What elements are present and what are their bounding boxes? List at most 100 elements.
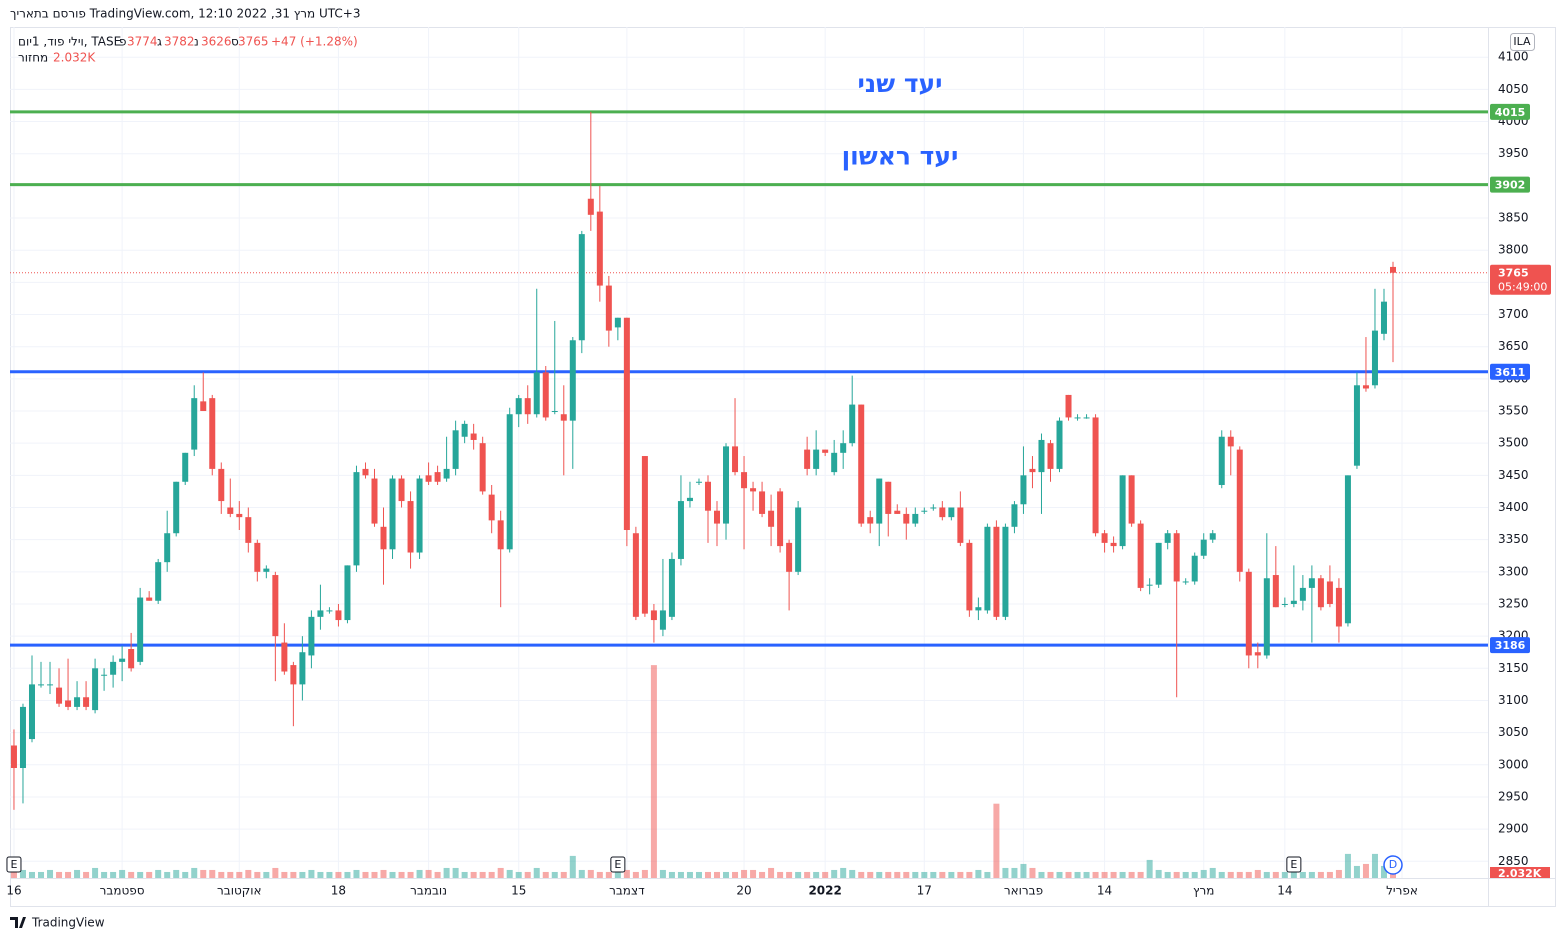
- volume-bar: [407, 871, 414, 878]
- candle-body: [389, 478, 396, 550]
- candle-body: [1290, 600, 1297, 604]
- y-tick-label: 3300: [1498, 564, 1529, 578]
- volume-bar: [704, 871, 711, 878]
- candle-body: [38, 684, 45, 686]
- candles: [10, 111, 1396, 810]
- volume-bar: [1218, 871, 1225, 878]
- candle-body: [542, 372, 549, 418]
- volume-bar: [119, 869, 126, 878]
- volume-bar: [596, 871, 603, 878]
- level-tag: [1490, 363, 1530, 380]
- candle-body: [524, 398, 531, 415]
- volume-bar: [732, 871, 739, 878]
- candle-body: [1236, 449, 1243, 572]
- y-tick-label: 4050: [1498, 82, 1529, 96]
- candle-body: [19, 706, 26, 769]
- legend: וילי פוד, 1יום, TASE פ 3774 ג 3782 נ 362…: [18, 35, 358, 65]
- volume-bar: [858, 871, 865, 878]
- volume-bar: [227, 871, 234, 878]
- x-tick-label: נובמבר: [410, 884, 447, 898]
- volume-bar: [92, 867, 99, 878]
- candle-body: [831, 452, 838, 473]
- levels: יעד שני יעד ראשון: [10, 69, 1488, 647]
- candle-body: [587, 198, 594, 215]
- candle-body: [137, 597, 144, 662]
- candle-body: [344, 565, 351, 621]
- candle-body: [1074, 417, 1081, 419]
- candle-body: [849, 404, 856, 444]
- volume-bar: [146, 871, 153, 878]
- candle-body: [146, 597, 153, 601]
- candle-body: [362, 468, 369, 476]
- volume-bar: [182, 871, 189, 878]
- candle-body: [650, 610, 657, 621]
- level-tag: [1490, 103, 1530, 120]
- ohlc-value: 3782: [164, 35, 195, 49]
- x-tick-label: דצמבר: [609, 884, 645, 898]
- candle-body: [723, 446, 730, 524]
- candle-body: [416, 478, 423, 553]
- volume-bar: [101, 871, 108, 878]
- candle-body: [750, 488, 757, 492]
- candle-body: [281, 642, 288, 672]
- candle-body: [461, 423, 468, 437]
- volume-bar: [1371, 853, 1378, 878]
- volume-bar: [813, 871, 820, 878]
- candle-body: [1137, 523, 1144, 588]
- x-tick-label: 16: [6, 884, 21, 898]
- y-tick-label: 2900: [1498, 822, 1529, 836]
- candle-body: [1245, 571, 1252, 656]
- volume-bar: [1047, 871, 1054, 878]
- candle-body: [236, 513, 243, 518]
- volume-value: 2.032K: [53, 51, 96, 65]
- x-tick-label: 15: [511, 884, 526, 898]
- volume-bar: [389, 871, 396, 878]
- event-label: E: [614, 858, 621, 871]
- candle-body: [840, 443, 847, 453]
- candle-body: [1326, 581, 1333, 604]
- volume-pane: [10, 665, 1396, 878]
- volume-bar: [831, 869, 838, 878]
- candle-body: [263, 568, 270, 572]
- candle-body: [407, 501, 414, 553]
- y-tick-label: 4100: [1498, 50, 1529, 64]
- volume-bar: [1101, 871, 1108, 878]
- candle-body: [164, 533, 171, 563]
- volume-bar: [759, 871, 766, 878]
- candle-body: [1254, 652, 1261, 656]
- volume-bar: [209, 869, 216, 878]
- candle-body: [200, 401, 207, 412]
- volume-bar: [560, 871, 567, 878]
- candle-body: [1047, 443, 1054, 469]
- volume-bar: [876, 871, 883, 878]
- candle-body: [813, 449, 820, 469]
- volume-bar: [632, 871, 639, 878]
- volume-bar: [1263, 871, 1270, 878]
- candle-body: [83, 697, 90, 707]
- volume-bar: [1065, 871, 1072, 878]
- candle-body: [308, 616, 315, 656]
- candle-body: [668, 558, 675, 617]
- volume-bar: [191, 867, 198, 878]
- volume-bar: [425, 869, 432, 878]
- candle-body: [1299, 587, 1306, 601]
- candle-body: [1011, 504, 1018, 527]
- volume-bar: [1326, 871, 1333, 878]
- volume-bar: [894, 871, 901, 878]
- candle-body: [614, 317, 621, 328]
- change: +47 (+1.28%): [271, 35, 358, 49]
- candle-body: [245, 517, 252, 543]
- candle-body: [1092, 417, 1099, 534]
- volume-bar: [587, 869, 594, 878]
- x-tick-label: אוקטובר: [217, 884, 262, 898]
- ohlc-label: ס: [231, 35, 239, 49]
- volume-bar: [398, 871, 405, 878]
- ohlc-label: ג: [157, 35, 162, 49]
- volume-bar: [1056, 871, 1063, 878]
- volume-tag-label: 2.032K: [1498, 867, 1542, 880]
- candle-body: [912, 513, 919, 524]
- volume-bar: [695, 871, 702, 878]
- candle-body: [686, 497, 693, 502]
- candle-body: [128, 649, 135, 669]
